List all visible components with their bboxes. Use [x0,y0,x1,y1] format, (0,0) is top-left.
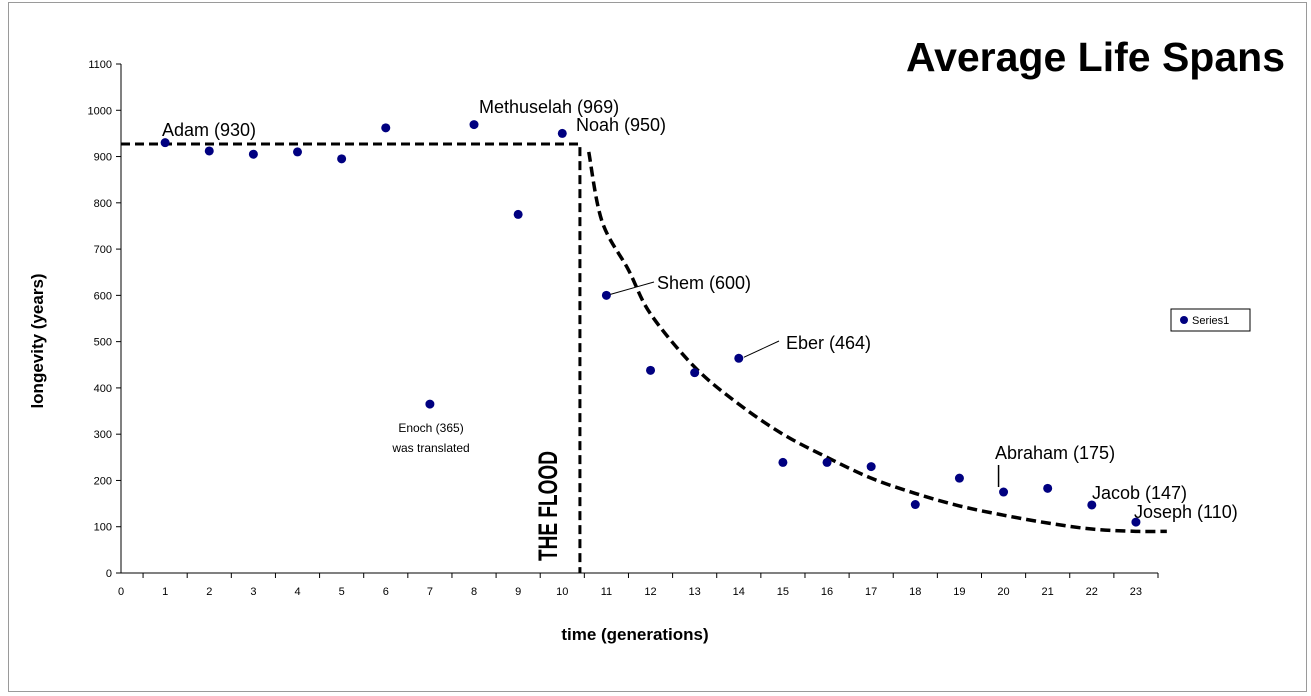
data-point [778,457,788,467]
data-point [601,290,611,300]
flood-trend-line [121,142,582,573]
x-tick-label: 0 [118,586,124,598]
x-tick-label: 9 [515,586,521,598]
x-tick-label: 22 [1086,586,1098,598]
y-tick-label: 0 [106,568,112,580]
x-tick-label: 4 [294,586,300,598]
x-tick-label: 7 [427,586,433,598]
y-tick-label: 1000 [88,105,112,117]
annotation-noah: Noah (950) [576,115,666,135]
annotation-eber: Eber (464) [786,333,871,353]
y-tick-label: 400 [94,383,112,395]
data-point [1043,483,1053,493]
x-tick-label: 20 [997,586,1009,598]
decay-trend-curve [587,151,1167,534]
y-axis-label: longevity (years) [28,273,47,408]
flood-label: THE FLOOD [533,451,563,561]
x-tick-label: 10 [556,586,568,598]
data-point [425,399,435,409]
y-tick-label: 100 [94,522,112,534]
x-tick-label: 17 [865,586,877,598]
data-point [690,368,700,378]
data-point [646,365,656,375]
x-axis-label: time (generations) [561,625,708,644]
annotation-methuselah: Methuselah (969) [479,97,619,117]
data-point [204,146,214,156]
legend-label: Series1 [1192,315,1229,327]
x-tick-label: 16 [821,586,833,598]
x-tick-label: 18 [909,586,921,598]
axes [116,63,1159,578]
x-tick-label: 15 [777,586,789,598]
y-tick-label: 600 [94,290,112,302]
y-tick-labels: 0 100 200 300 400 500 600 700 800 900 1000 1100 [88,59,112,580]
y-tick-label: 200 [94,475,112,487]
shem-leader-line [610,281,655,295]
x-tick-labels: 0 1 2 3 4 5 6 7 8 9 10 11 12 13 14 15 16 17 18 19 20 21 22 23 [118,586,1142,598]
x-tick-label: 13 [689,586,701,598]
data-point [866,462,876,472]
data-point [1087,500,1097,510]
chart-title: Average Life Spans [906,34,1285,80]
data-point [293,147,303,157]
x-tick-label: 6 [383,586,389,598]
data-point [734,353,744,363]
annotation-enoch-line1: Enoch (365) [398,421,463,435]
legend: Series1 [1170,308,1251,332]
data-point [469,120,479,130]
annotation-enoch-line2: was translated [391,441,469,455]
x-tick-label: 21 [1042,586,1054,598]
annotation-shem: Shem (600) [657,273,751,293]
legend-box [1170,308,1251,332]
annotation-joseph: Joseph (110) [1134,502,1238,522]
data-point [910,500,920,510]
data-point [999,487,1009,497]
x-tick-label: 11 [601,586,612,598]
y-tick-label: 700 [94,244,112,256]
x-tick-label: 5 [339,586,345,598]
data-point [160,138,170,148]
x-tick-label: 14 [733,586,745,598]
legend-marker [1180,316,1188,324]
data-point [1131,517,1141,527]
x-tick-label: 8 [471,586,477,598]
data-point [513,209,523,219]
annotation-jacob: Jacob (147) [1092,483,1187,503]
x-tick-label: 23 [1130,586,1142,598]
y-tick-label: 500 [94,337,112,349]
y-tick-label: 900 [94,152,112,164]
x-tick-label: 3 [250,586,256,598]
annotation-adam: Adam (930) [162,120,256,140]
data-point [248,149,258,159]
data-points [160,120,1141,527]
data-point [557,128,567,138]
y-tick-label: 1100 [88,59,112,71]
x-tick-label: 12 [644,586,656,598]
eber-leader-line [743,340,780,358]
x-tick-label: 1 [162,586,168,598]
data-point [822,457,832,467]
data-point [381,123,391,133]
annotation-abraham: Abraham (175) [995,443,1115,463]
x-tick-label: 19 [953,586,965,598]
chart-frame: Average Life Spans 0 100 200 300 400 500 600 70… [8,2,1307,692]
y-tick-label: 800 [94,198,112,210]
x-tick-label: 2 [206,586,212,598]
data-point [954,473,964,483]
data-point [337,154,347,164]
y-tick-label: 300 [94,429,112,441]
chart-svg: Average Life Spans 010020030040050060070… [28,34,1285,644]
